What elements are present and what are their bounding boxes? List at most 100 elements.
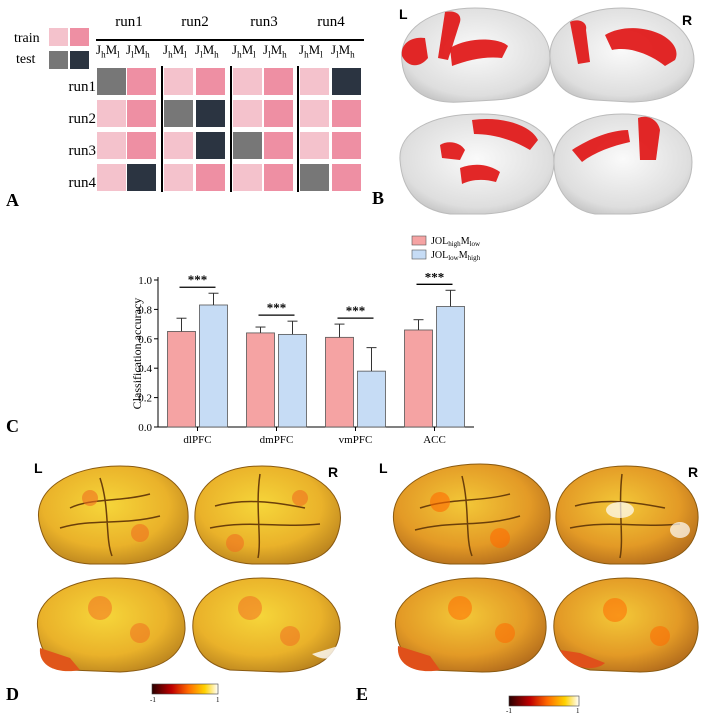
matrix-cell-r1-c1 [97,68,126,95]
matrix-cell-r4-c4 [196,164,225,191]
subheader-jl-mh-run1: JlMh [126,42,150,60]
subheader-jh-ml-run3: JhMl [232,42,256,60]
x-tick-label-dlPFC: dlPFC [183,434,211,446]
y-tick-label-0: 0.0 [138,422,152,434]
colorbar-e [508,695,580,707]
bar-ACC-series1 [404,329,433,428]
sig-stars-vmPFC: *** [346,303,366,318]
matrix-cell-r1-c3 [164,68,193,95]
panel-label-c: C [6,416,19,436]
matrix-cell-r1-c6 [264,68,293,95]
bar-vmPFC-series2 [357,370,386,428]
y-tick-label-2: 0.4 [138,363,152,375]
colorbar-e-min: -1 [506,707,512,715]
panel-label-a: A [6,190,19,210]
run-header-3: run3 [250,14,278,30]
y-axis-label: Classification accuracy [130,298,144,410]
subheader-jh-ml-run1: JhMl [96,42,120,60]
subheader-jh-ml-run2: JhMl [163,42,187,60]
matrix-cell-r4-c8 [332,164,361,191]
legend-swatch-2 [411,249,427,260]
matrix-cell-r1-c2 [127,68,156,95]
matrix-cell-r4-c1 [97,164,126,191]
panel-d-left-label: L [34,460,43,476]
bar-dlPFC-series2 [199,304,228,428]
matrix-cell-r3-c5 [233,132,262,159]
panel-e-right-label: R [688,464,699,480]
matrix-cell-r2-c7 [300,100,329,127]
panel-de-surface-maps [36,463,699,707]
legend-test-cell-1 [49,51,68,69]
x-tick-label-vmPFC: vmPFC [339,434,373,446]
panel-label-b: B [372,188,385,208]
matrix-cell-r1-c5 [233,68,262,95]
x-tick-label-dmPFC: dmPFC [260,434,294,446]
run-header-4: run4 [317,14,345,30]
bar-dmPFC-series2 [278,333,307,428]
group-separator-2 [230,66,232,192]
sig-stars-dlPFC: *** [188,272,208,287]
y-tick-label-5: 1.0 [138,275,152,287]
run-header-1: run1 [115,14,143,30]
matrix-cell-r3-c6 [264,132,293,159]
panel-label-e: E [356,684,369,704]
matrix-cell-r2-c6 [264,100,293,127]
matrix-cell-r3-c7 [300,132,329,159]
legend-label-2: JOLlowMhigh [431,250,481,262]
run-header-2: run2 [181,14,209,30]
row-label-run2: run2 [68,111,97,127]
group-separator-1 [161,66,163,192]
panel-label-d: D [6,684,19,704]
row-label-run1: run1 [68,79,97,95]
matrix-cell-r4-c6 [264,164,293,191]
legend-train-cell-2 [70,28,89,46]
matrix-cell-r2-c5 [233,100,262,127]
group-separator-3 [297,66,299,192]
matrix-cell-r4-c7 [300,164,329,191]
sig-stars-ACC: *** [425,269,445,284]
subheader-jh-ml-run4: JhMl [299,42,323,60]
test-legend-label: test [16,52,36,67]
matrix-cell-r3-c3 [164,132,193,159]
colorbar-e-max: 1 [576,707,580,715]
colorbar-d-min: -1 [150,696,156,704]
panel-d-right-label: R [328,464,339,480]
colorbar-d [151,683,219,695]
bar-vmPFC-series1 [325,336,354,428]
matrix-cell-r2-c1 [97,100,126,127]
bar-ACC-series2 [436,306,465,428]
x-tick-label-ACC: ACC [423,434,446,446]
panel-e-left-label: L [379,460,388,476]
legend-label-1: JOLhighMlow [431,236,481,248]
subheader-jl-mh-run2: JlMh [195,42,219,60]
matrix-cell-r4-c3 [164,164,193,191]
matrix-cell-r3-c2 [127,132,156,159]
legend-train-cell-1 [49,28,68,46]
sig-stars-dmPFC: *** [267,300,287,315]
panel-c-bar-chart: 0.0 0.2 0.4 0.6 0.8 1.0 Classification accurac… [130,235,481,446]
matrix-cell-r1-c8 [332,68,361,95]
y-tick-label-4: 0.8 [138,304,152,316]
panel-b-left-label: L [399,6,408,22]
legend-test-cell-2 [70,51,89,69]
matrix-cell-r4-c2 [127,164,156,191]
legend-swatch-1 [411,235,427,246]
y-tick-label-3: 0.6 [138,334,152,346]
matrix-cell-r2-c8 [332,100,361,127]
matrix-cell-r2-c3 [164,100,193,127]
y-tick-label-1: 0.2 [138,393,152,405]
matrix-cell-r3-c1 [97,132,126,159]
row-label-run3: run3 [68,143,97,159]
panel-b-brain-rois [399,7,695,215]
subheader-jl-mh-run4: JlMh [331,42,355,60]
matrix-cell-r3-c8 [332,132,361,159]
matrix-cell-r1-c7 [300,68,329,95]
row-label-run4: run4 [68,175,97,191]
header-rule [96,39,364,41]
train-legend-label: train [14,31,40,46]
subheader-jl-mh-run3: JlMh [263,42,287,60]
colorbar-d-max: 1 [216,696,220,704]
matrix-cell-r2-c4 [196,100,225,127]
matrix-cell-r1-c4 [196,68,225,95]
bar-dmPFC-series1 [246,332,275,428]
